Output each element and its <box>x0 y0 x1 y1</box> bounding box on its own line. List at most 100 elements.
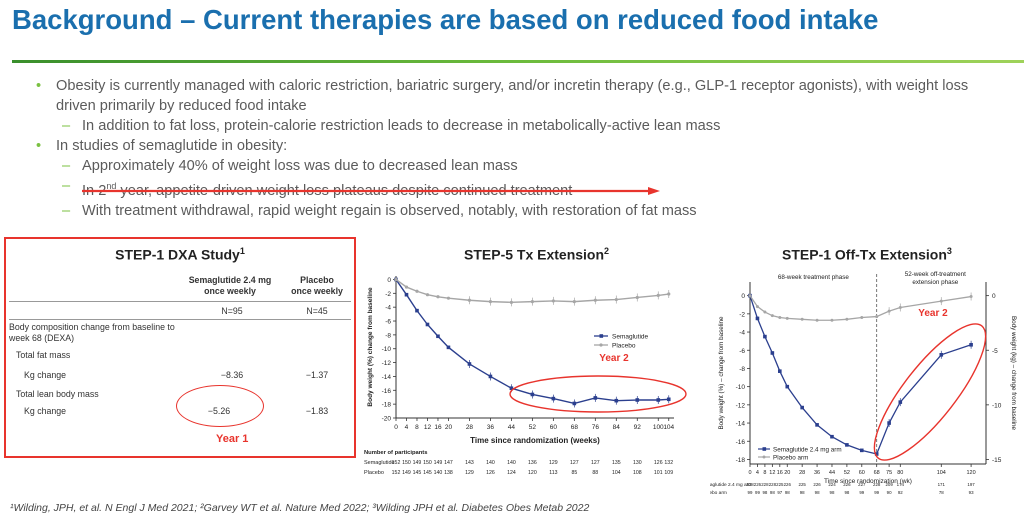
y-tick-label: -16 <box>382 388 392 395</box>
y-tick-label: -14 <box>736 421 746 428</box>
participant-count: 98 <box>762 490 767 495</box>
x-tick-label: 76 <box>592 424 600 431</box>
data-point <box>887 309 891 313</box>
x-tick-label: 28 <box>799 470 805 476</box>
col-header-line: once weekly <box>291 286 343 296</box>
col-header-placebo: Placebo once weekly <box>282 275 352 297</box>
x-tick-label: 120 <box>967 470 976 476</box>
participant-count: 127 <box>591 460 600 466</box>
participant-count: 228 <box>769 482 777 487</box>
data-point <box>887 421 891 425</box>
participant-count: 135 <box>612 460 621 466</box>
x-tick-label: 8 <box>763 470 766 476</box>
data-point <box>969 295 973 299</box>
participant-count: 108 <box>633 470 642 476</box>
data-point <box>770 351 775 355</box>
x-tick-label: 68 <box>874 470 880 476</box>
participants-arm-label: Semaglutide 2.4 mg arm <box>710 482 752 488</box>
x-tick-label: 100 <box>653 424 664 431</box>
data-point <box>467 362 472 366</box>
bullet-item: Obesity is currently managed with calori… <box>36 76 1011 116</box>
legend-label: Placebo arm <box>773 454 808 461</box>
data-point <box>635 295 639 300</box>
x-tick-label: 0 <box>748 470 751 476</box>
participant-count: 85 <box>571 470 577 476</box>
x-axis-label: Time since randomization (weeks) <box>470 436 600 445</box>
x-tick-label: 80 <box>897 470 903 476</box>
participant-count: 99 <box>748 490 753 495</box>
data-point <box>415 289 419 293</box>
data-point <box>425 322 430 327</box>
data-point <box>635 398 640 402</box>
participant-count: 140 <box>486 460 495 466</box>
data-point <box>436 334 440 339</box>
data-point <box>845 443 849 447</box>
data-point <box>969 342 973 347</box>
fat-value-semaglutide: −8.36 <box>220 370 244 380</box>
data-point <box>404 285 409 289</box>
y-axis-label-right: Body weight (kg) – change from baseline <box>1010 316 1017 431</box>
participant-count: 150 <box>423 460 432 466</box>
x-tick-label: 8 <box>415 424 419 431</box>
y-tick-label: -16 <box>736 439 746 446</box>
participant-count: 152 <box>392 460 401 466</box>
participant-count: 120 <box>528 470 537 476</box>
data-point <box>551 299 555 303</box>
red-underline-arrow <box>82 187 660 195</box>
data-point <box>509 386 514 391</box>
participant-count: 171 <box>938 482 946 487</box>
data-point <box>898 305 902 309</box>
y-tick-label: -18 <box>736 457 746 464</box>
participant-count: 227 <box>858 482 866 487</box>
data-point <box>815 318 819 322</box>
participant-count: 127 <box>570 460 579 466</box>
data-point <box>939 299 943 303</box>
data-point <box>875 315 879 319</box>
data-point <box>436 295 440 299</box>
data-point <box>859 448 864 453</box>
data-point <box>845 317 849 321</box>
participant-count: 130 <box>633 460 642 466</box>
x-tick-label: 84 <box>613 424 621 431</box>
x-tick-label: 68 <box>571 424 579 431</box>
y-tick-label: -6 <box>385 319 391 326</box>
x-tick-label: 52 <box>844 470 850 476</box>
participant-count: 132 <box>664 460 673 466</box>
data-point <box>593 396 598 400</box>
data-point <box>755 305 759 309</box>
data-point <box>572 401 577 406</box>
legend-marker <box>599 343 603 347</box>
legend-label: Placebo <box>612 343 636 350</box>
data-point <box>800 405 804 410</box>
y-tick-label: 0 <box>387 277 391 284</box>
x-tick-label: 36 <box>814 470 820 476</box>
section-label: Body composition change from baseline to… <box>9 322 175 344</box>
y-tick-label: -2 <box>739 311 745 318</box>
y-tick-label: -20 <box>382 416 392 423</box>
x-tick-label: 12 <box>424 424 432 431</box>
data-point <box>656 398 661 402</box>
fat-value-placebo: −1.37 <box>305 370 329 380</box>
participant-count: 98 <box>770 490 775 495</box>
participant-count: 197 <box>967 482 975 487</box>
series-line-semaglutide <box>749 295 972 455</box>
lean-value-placebo: −1.83 <box>305 406 329 416</box>
legend-label: Semaglutide <box>612 334 649 341</box>
data-point <box>446 296 451 300</box>
x-tick-label: 44 <box>829 470 835 476</box>
table-divider <box>9 319 351 320</box>
x-tick-label: 60 <box>550 424 558 431</box>
data-point <box>551 396 556 401</box>
superscript: 3 <box>946 246 952 256</box>
data-point <box>898 400 903 404</box>
participant-count: 226 <box>843 482 851 487</box>
legend-marker <box>599 334 604 338</box>
data-point <box>860 315 864 319</box>
data-point <box>666 397 671 402</box>
data-point <box>778 369 782 373</box>
participant-count: 140 <box>507 460 516 466</box>
y-tick-label: -6 <box>739 348 745 355</box>
y-tick-label-right: 0 <box>992 293 996 300</box>
phase-label: 52-week off-treatment <box>905 271 966 278</box>
data-point <box>404 292 409 297</box>
